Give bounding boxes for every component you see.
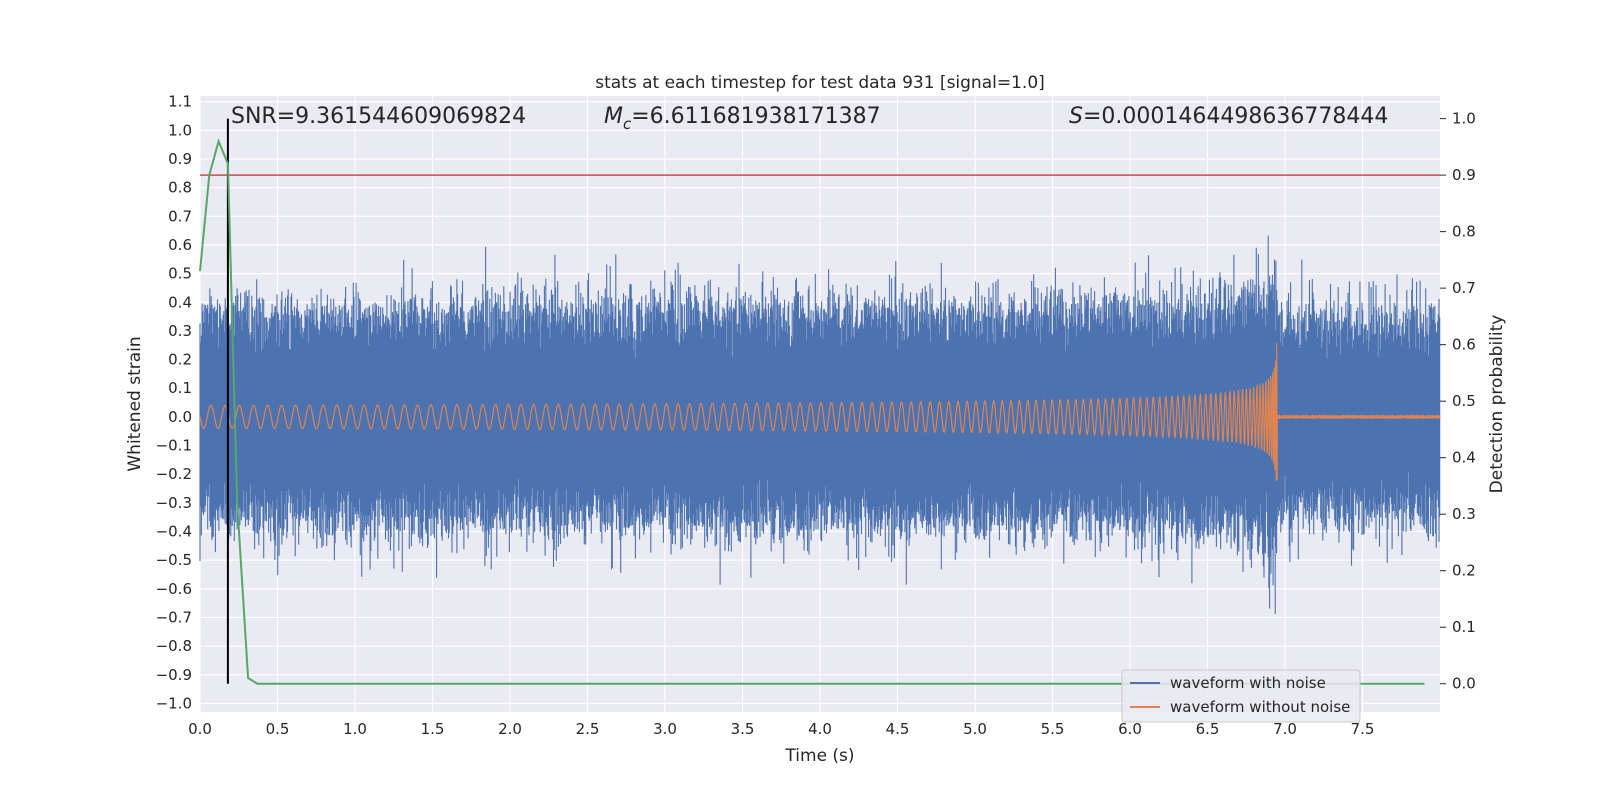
x-tick-label: 4.0 — [808, 720, 832, 738]
mc-value: =6.611681938171387 — [631, 104, 880, 129]
mc-annotation: Mc=6.611681938171387 — [604, 104, 881, 133]
y-tick-label: 0.7 — [168, 207, 192, 225]
y-right-tick-label: 0.5 — [1452, 392, 1476, 410]
y-tick-label: 0.5 — [168, 265, 192, 283]
y-right-tick-label: 0.3 — [1452, 505, 1476, 523]
x-tick-label: 5.5 — [1041, 720, 1065, 738]
y-tick-label: 0.1 — [168, 379, 192, 397]
y-tick-label: −0.6 — [156, 580, 192, 598]
x-tick-label: 6.5 — [1196, 720, 1220, 738]
y-right-axis-label: Detection probability — [1487, 315, 1507, 494]
y-tick-label: 0.8 — [168, 179, 192, 197]
chart-title: stats at each timestep for test data 931… — [595, 73, 1045, 93]
legend: waveform with noise waveform without noi… — [1121, 669, 1361, 723]
y-tick-label: −0.3 — [156, 494, 192, 512]
y-right-tick-label: 0.9 — [1452, 166, 1476, 184]
s-annotation: S=0.0001464498636778444 — [1069, 104, 1388, 129]
y-tick-label: 1.0 — [168, 121, 192, 139]
x-tick-label: 0.0 — [188, 720, 212, 738]
x-tick-label: 1.0 — [343, 720, 367, 738]
y-tick-label: −0.4 — [156, 522, 192, 540]
legend-label-noise: waveform with noise — [1170, 674, 1326, 692]
y-right-tick-label: 0.6 — [1452, 336, 1476, 354]
y-right-tick-label: 0.8 — [1452, 223, 1476, 241]
y-right-tick-label: 0.2 — [1452, 562, 1476, 580]
x-tick-label: 7.0 — [1273, 720, 1297, 738]
y-tick-label: 0.4 — [168, 293, 192, 311]
axes-layer: 0.0 0.5 1.0 1.5 2.0 2.5 3.0 3.5 4.0 4.5 5.0 5.5 6.0 6… — [156, 93, 1476, 738]
x-tick-label: 4.5 — [886, 720, 910, 738]
x-tick-label: 2.0 — [498, 720, 522, 738]
y-right-tick-label: 0.1 — [1452, 618, 1476, 636]
y-tick-label: −0.9 — [156, 666, 192, 684]
y-right-tick-label: 1.0 — [1452, 110, 1476, 128]
y-axis-label: Whitened strain — [125, 336, 145, 471]
series-waveform-without-noise — [199, 342, 1441, 482]
y-right-tick-label: 0.0 — [1452, 675, 1476, 693]
y-right-tick-label: 0.7 — [1452, 279, 1476, 297]
mc-subscript: c — [623, 115, 632, 133]
x-tick-label: 3.5 — [731, 720, 755, 738]
s-symbol: S — [1069, 104, 1083, 129]
y-tick-label: −0.5 — [156, 551, 192, 569]
y-tick-label: 0.0 — [168, 408, 192, 426]
x-tick-label: 3.0 — [653, 720, 677, 738]
y-tick-label: 0.2 — [168, 351, 192, 369]
y-tick-label: 1.1 — [168, 93, 192, 111]
series-waveform-with-noise — [199, 235, 1441, 615]
y-tick-label: −0.1 — [156, 437, 192, 455]
legend-label-clean: waveform without noise — [1170, 698, 1350, 716]
legend-box — [1121, 669, 1361, 723]
x-tick-label: 1.5 — [421, 720, 445, 738]
y-tick-label: −0.7 — [156, 608, 192, 626]
y-tick-label: 0.3 — [168, 322, 192, 340]
series-detection-probability — [199, 138, 1425, 685]
snr-annotation: SNR=9.361544609069824 — [231, 104, 526, 129]
y-tick-label: −1.0 — [156, 694, 192, 712]
x-tick-label: 6.0 — [1118, 720, 1142, 738]
y-tick-label: −0.8 — [156, 637, 192, 655]
y-tick-label: −0.2 — [156, 465, 192, 483]
x-axis-label: Time (s) — [784, 746, 854, 766]
y-tick-label: 0.9 — [168, 150, 192, 168]
x-tick-label: 5.0 — [963, 720, 987, 738]
y-tick-label: 0.6 — [168, 236, 192, 254]
x-tick-label: 2.5 — [576, 720, 600, 738]
x-tick-label: 7.5 — [1351, 720, 1375, 738]
x-tick-label: 0.5 — [266, 720, 290, 738]
mc-symbol: M — [604, 104, 623, 129]
series-layer — [199, 118, 1441, 685]
y-right-tick-label: 0.4 — [1452, 449, 1476, 467]
s-value: =0.0001464498636778444 — [1083, 104, 1388, 129]
